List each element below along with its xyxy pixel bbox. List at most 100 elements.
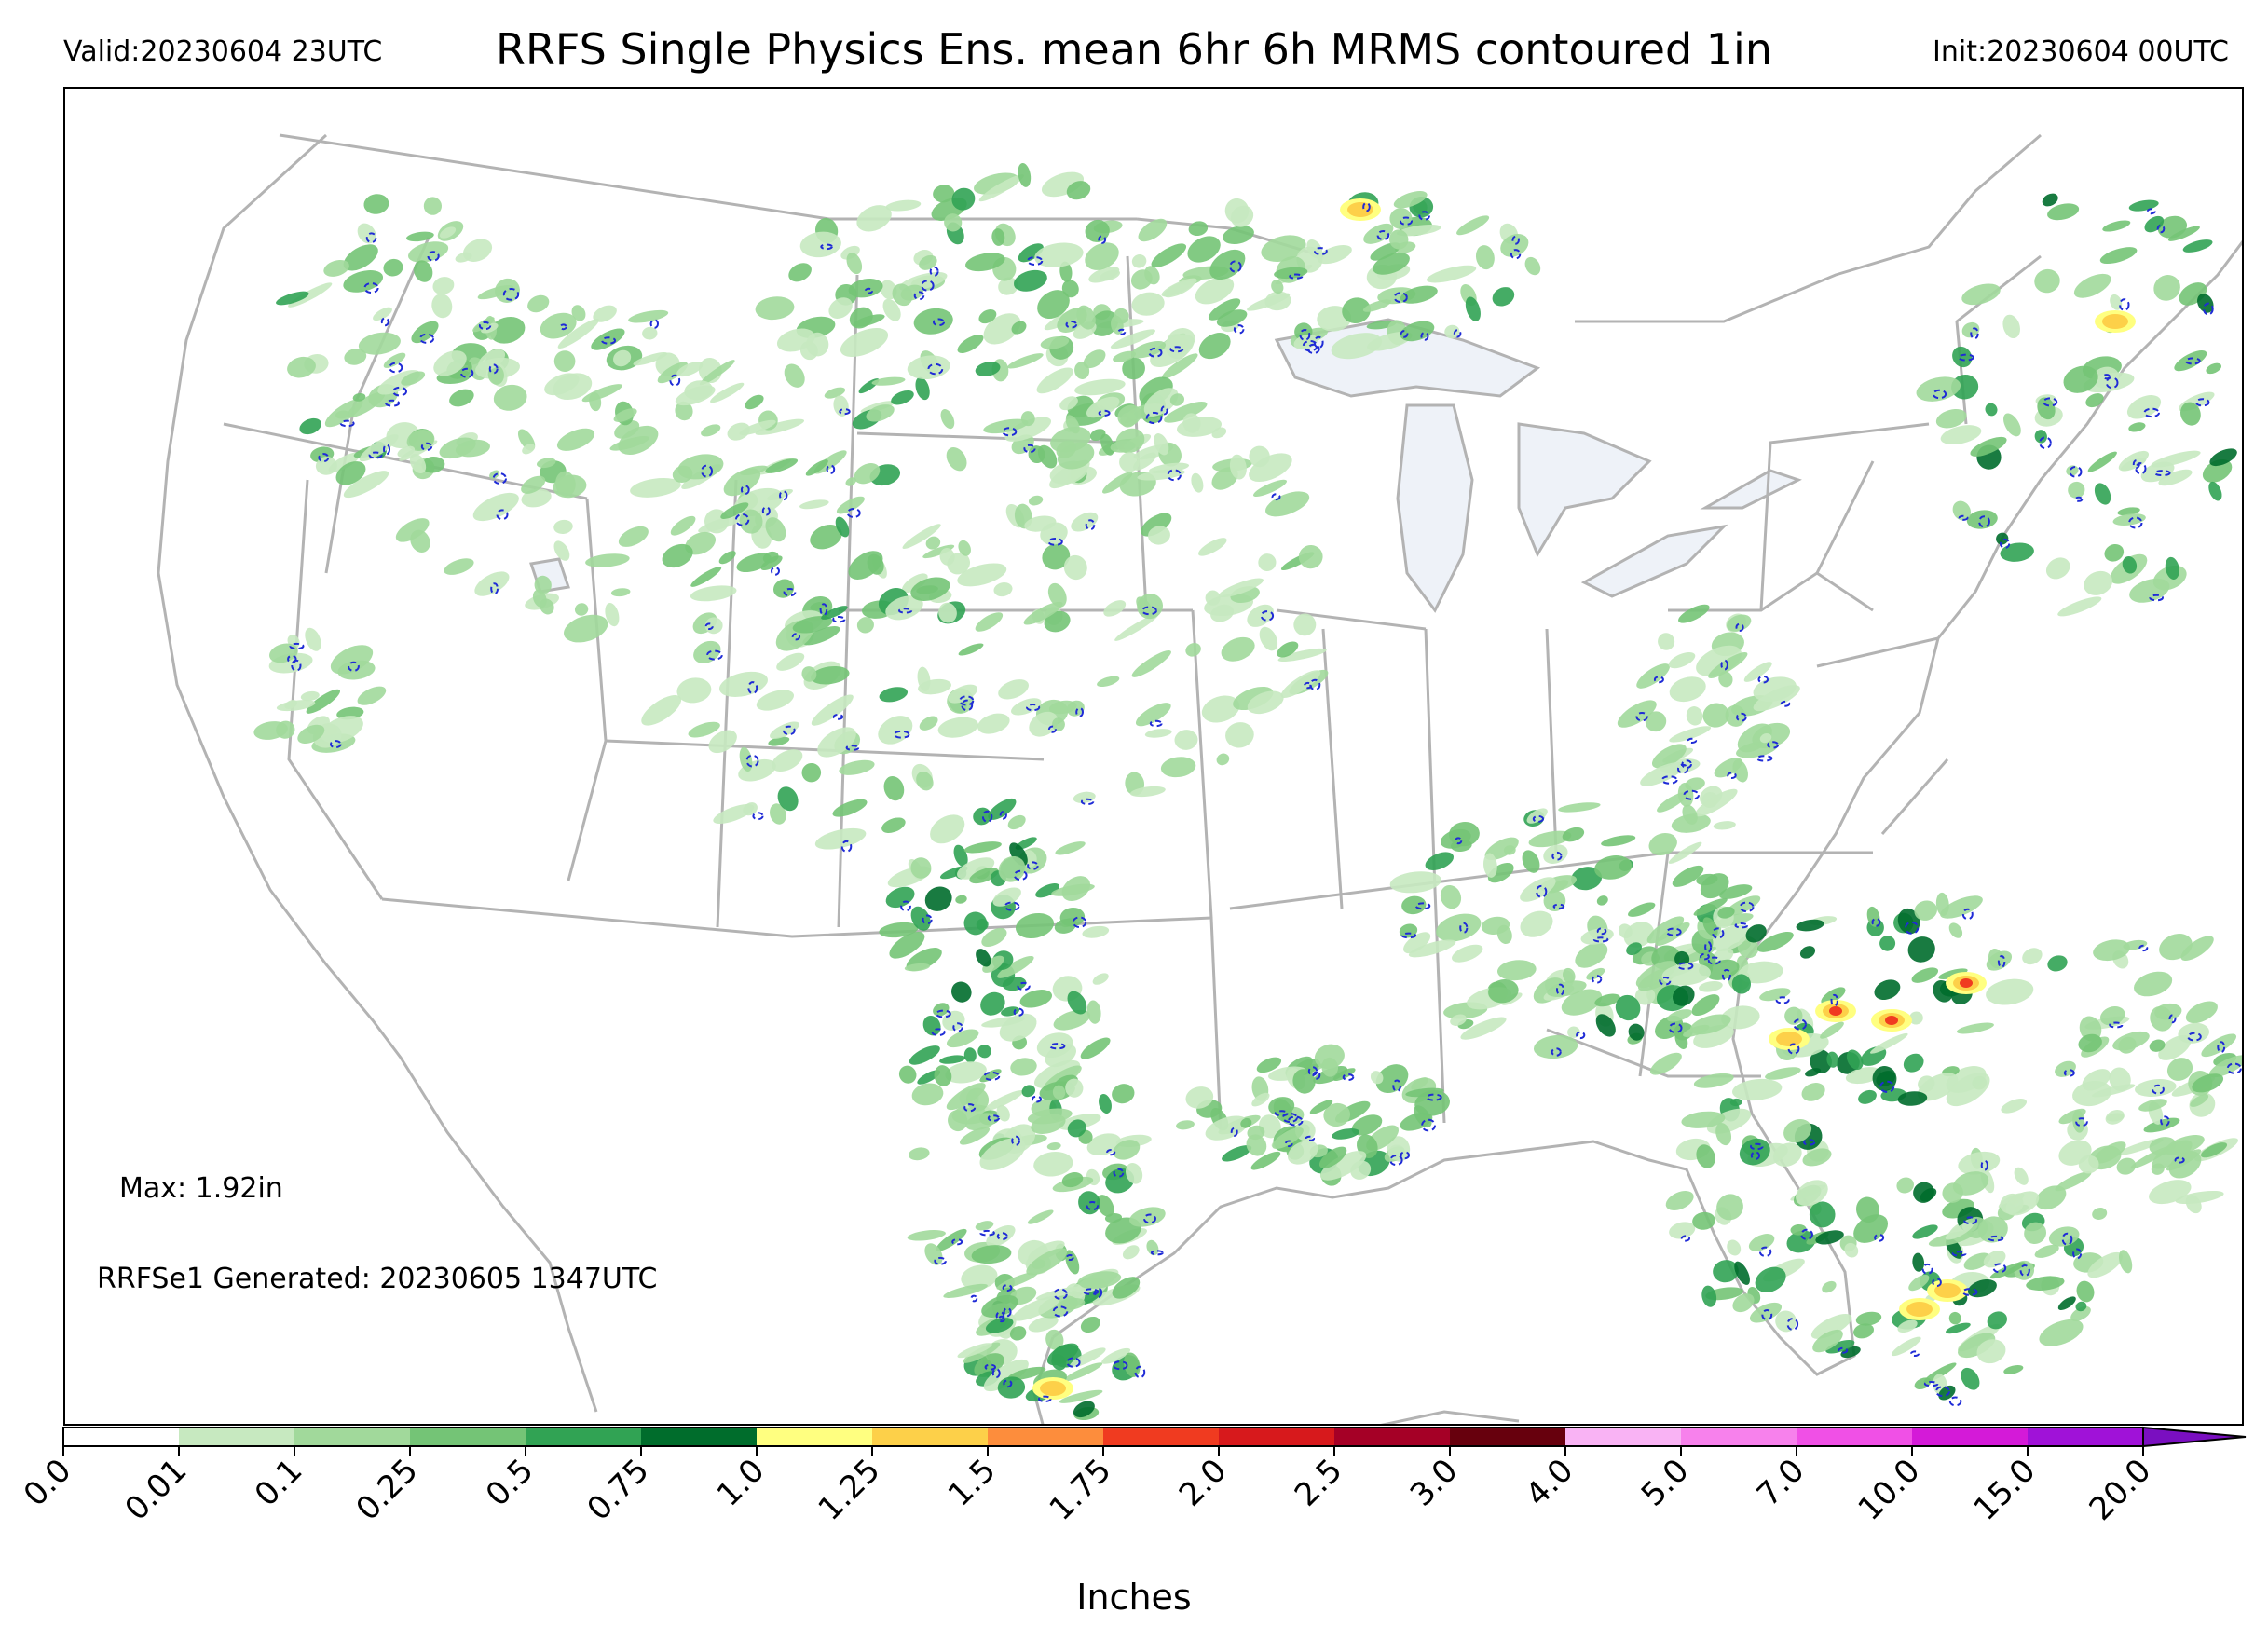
precip-cell <box>1004 417 1052 442</box>
precip-cell <box>335 410 349 419</box>
mrms-contour <box>846 508 861 518</box>
precip-cell <box>1318 1146 1347 1168</box>
mrms-contour <box>1871 917 1881 927</box>
precip-cell <box>936 1228 967 1251</box>
precip-cell <box>2014 1167 2029 1185</box>
precip-core <box>1906 1302 1933 1317</box>
precip-cell <box>2072 1080 2112 1107</box>
precip-cell <box>1198 333 1231 360</box>
precip-cell <box>1820 1021 1844 1039</box>
precip-cell <box>858 378 880 394</box>
precip-cell <box>975 612 1004 632</box>
precip-cell <box>957 563 1007 587</box>
precip-cell <box>605 603 620 627</box>
precip-cell <box>305 627 321 651</box>
precip-cell <box>1852 1323 1875 1339</box>
mrms-contour <box>601 336 617 345</box>
precip-cell <box>2180 936 2214 961</box>
precip-cell <box>882 298 901 321</box>
precip-cell <box>997 955 1034 978</box>
precip-cell <box>1492 287 1515 307</box>
precip-cell <box>1071 512 1099 532</box>
precip-cell <box>2165 556 2179 580</box>
mrms-contour <box>1750 1142 1764 1151</box>
precip-cell <box>1436 913 1482 942</box>
precip-cell <box>723 468 761 497</box>
precip-cell <box>948 1110 968 1132</box>
precip-cell <box>2174 349 2207 372</box>
precip-cell <box>1028 495 1044 506</box>
precip-cell <box>1066 700 1085 717</box>
mrms-contour <box>490 582 499 595</box>
mrms-contour <box>2074 496 2084 502</box>
mrms-contour <box>999 811 1007 820</box>
precip-cell <box>1086 1133 1121 1156</box>
mrms-contour <box>1787 1043 1800 1055</box>
mrms-contour <box>1260 610 1275 622</box>
colorbar-tick-label: 4.0 <box>1519 1452 1581 1514</box>
precip-cell <box>431 294 453 319</box>
precip-cell <box>357 686 387 705</box>
mrms-contour <box>492 472 507 485</box>
mrms-contour <box>952 1022 963 1032</box>
precip-cell <box>1250 1151 1281 1170</box>
precip-cell <box>1810 1313 1852 1339</box>
precip-cell <box>1018 243 1044 263</box>
mrms-contour <box>1002 427 1018 437</box>
max-value-note: Max: 1.92in <box>119 1172 283 1205</box>
precip-cell <box>1801 1083 1825 1101</box>
precip-cell <box>1034 242 1084 267</box>
precip-cell <box>981 928 1007 947</box>
mrms-contour <box>1660 775 1678 785</box>
colorbar-cell <box>757 1428 873 1446</box>
precip-cell <box>1077 1271 1122 1289</box>
precip-cell <box>1137 469 1185 481</box>
precip-cell <box>564 614 608 643</box>
precip-cell <box>1961 321 1980 338</box>
precip-cell <box>685 531 717 555</box>
precip-cell <box>1066 181 1091 200</box>
precip-cell <box>1007 353 1044 369</box>
precip-cell <box>1669 726 1712 743</box>
precip-cell <box>1460 1017 1507 1040</box>
great-lakes <box>529 318 1802 613</box>
precip-cell <box>2158 469 2193 486</box>
mrms-contour <box>1026 704 1041 712</box>
precip-cell <box>1114 308 1129 324</box>
precip-field <box>253 162 2242 1421</box>
precip-cell <box>352 392 366 402</box>
precip-cell <box>373 307 392 321</box>
precip-cell <box>1580 928 1614 945</box>
mrms-contour <box>669 374 681 387</box>
precip-cell <box>383 352 406 368</box>
precip-cell <box>1626 942 1642 956</box>
precip-cell <box>1745 924 1767 943</box>
precip-cell <box>1408 939 1456 958</box>
mrms-contour <box>761 506 771 516</box>
precip-cell <box>1908 1274 1930 1292</box>
precip-cell <box>755 296 795 321</box>
precip-cell <box>1716 1194 1743 1221</box>
precip-cell <box>1046 1142 1061 1151</box>
precip-cell <box>811 665 850 685</box>
precip-cell <box>1977 1216 2008 1243</box>
precip-cell <box>821 606 848 620</box>
precip-cell <box>335 461 366 485</box>
precip-cell <box>983 1359 1029 1392</box>
precip-cell <box>1465 296 1481 321</box>
precip-cell <box>2087 1251 2124 1278</box>
mrms-contour <box>389 362 403 374</box>
precip-cell <box>478 348 506 371</box>
mrms-contour <box>1997 955 2006 968</box>
precip-cell <box>900 284 924 301</box>
precip-cell <box>2055 1060 2076 1077</box>
precip-cell <box>1909 1011 1923 1025</box>
mrms-contour <box>991 1368 1001 1379</box>
mrms-contour <box>1453 329 1462 338</box>
precip-cell <box>788 263 812 282</box>
precip-cell <box>1805 1068 1822 1077</box>
precip-cell <box>1176 1120 1195 1130</box>
precip-cell <box>1945 1222 1974 1240</box>
precip-cell <box>527 294 550 313</box>
precip-cell <box>2066 465 2079 476</box>
